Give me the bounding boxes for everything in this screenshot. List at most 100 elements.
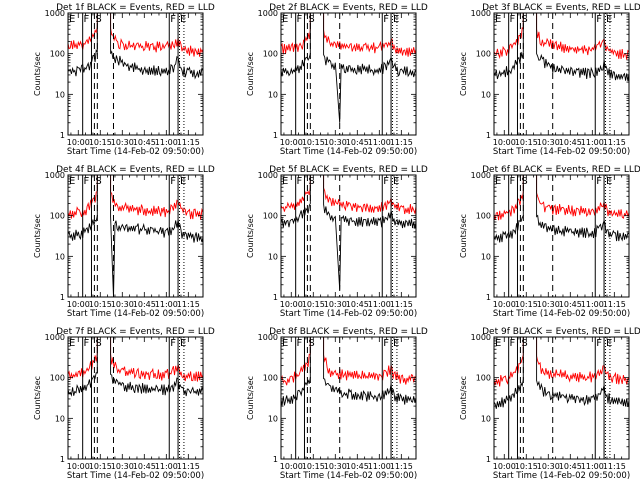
x-tick-label: 11:15 [390, 138, 413, 147]
y-tick-label: 1000 [258, 333, 278, 342]
x-tick-label: 10:30 [324, 300, 347, 309]
axes-frame [280, 336, 417, 460]
x-tick-label: 11:00 [581, 462, 604, 471]
annotation-label: E [180, 14, 186, 25]
annotation-label: F [170, 14, 176, 25]
annotation-label: F [383, 14, 389, 25]
y-tick-label: 100 [263, 50, 278, 59]
x-axis-label: Start Time (14-Feb-02 09:50:00) [67, 471, 204, 480]
x-tick-label: 10:00 [493, 462, 516, 471]
annotation-label: E [69, 176, 75, 187]
y-tick-label: 1 [486, 455, 491, 464]
x-tick-label: 10:45 [559, 300, 582, 309]
lld-series-line [536, 13, 629, 60]
y-tick-label: 1 [273, 293, 278, 302]
annotation-label: E [282, 14, 288, 25]
x-tick-label: 10:45 [346, 138, 369, 147]
lld-series-line [110, 13, 203, 57]
x-axis-label: Start Time (14-Feb-02 09:50:00) [280, 309, 417, 319]
x-tick-label: 10:30 [111, 300, 134, 309]
y-axis-label: Counts/sec [459, 214, 468, 258]
x-tick-label: 10:00 [280, 300, 303, 309]
annotation-label: E [606, 14, 612, 25]
annotation-label: E [282, 338, 288, 349]
plot-area [494, 175, 629, 243]
y-tick-label: 1 [60, 293, 65, 302]
chart-title: Det 2f BLACK = Events, RED = LLD [269, 3, 428, 13]
x-tick-label: 10:45 [559, 138, 582, 147]
x-axis-label: Start Time (14-Feb-02 09:50:00) [493, 471, 630, 480]
annotation-label: F [383, 338, 389, 349]
x-tick-label: 10:30 [111, 138, 134, 147]
annotation-label: F [596, 176, 602, 187]
x-tick-label: 11:15 [603, 138, 626, 147]
lld-series-line [110, 337, 203, 382]
annotation-label: F [383, 176, 389, 187]
y-tick-label: 1000 [45, 333, 65, 342]
lld-series-line [536, 175, 629, 219]
y-tick-label: 10 [481, 414, 491, 423]
chart-title: Det 9f BLACK = Events, RED = LLD [482, 327, 640, 337]
axes-frame [493, 12, 630, 136]
x-tick-label: 10:15 [302, 462, 325, 471]
annotation-label: S [95, 14, 101, 25]
x-tick-label: 10:15 [302, 138, 325, 147]
chart-title: Det 4f BLACK = Events, RED = LLD [56, 165, 215, 175]
plot-area [281, 13, 416, 123]
lld-series-line [281, 175, 311, 212]
events-series-line [536, 175, 629, 242]
annotation-label: E [393, 14, 399, 25]
chart-title: Det 8f BLACK = Events, RED = LLD [269, 327, 428, 337]
x-tick-label: 10:00 [67, 462, 90, 471]
y-axis-label: Counts/sec [246, 376, 255, 420]
chart-title: Det 1f BLACK = Events, RED = LLD [56, 3, 215, 13]
lld-series-line [68, 13, 98, 50]
x-tick-label: 11:00 [368, 300, 391, 309]
annotation-label: S [95, 338, 101, 349]
y-axis-label: Counts/sec [459, 52, 468, 96]
plot-area [68, 13, 203, 80]
y-tick-label: 100 [263, 374, 278, 383]
y-axis-label: Counts/sec [246, 52, 255, 96]
annotation-label: F [83, 176, 89, 187]
lld-series-line [68, 337, 98, 380]
annotation-label: F [83, 14, 89, 25]
lld-series-line [323, 175, 416, 215]
y-axis-label: Counts/sec [459, 376, 468, 420]
annotation-label: E [180, 338, 186, 349]
annotation-label: E [69, 338, 75, 349]
annotation-label: S [521, 176, 527, 187]
annotation-label: F [296, 14, 302, 25]
events-series-line [536, 13, 629, 82]
x-tick-label: 10:45 [346, 300, 369, 309]
annotation-label: S [308, 338, 314, 349]
y-tick-label: 1000 [258, 9, 278, 18]
plot-area [68, 337, 203, 397]
y-tick-label: 1 [486, 131, 491, 140]
x-tick-label: 10:45 [559, 462, 582, 471]
x-tick-label: 11:15 [177, 462, 200, 471]
annotation-label: E [495, 176, 501, 187]
plot-area [494, 337, 629, 409]
annotation-label: E [180, 176, 186, 187]
annotation-label: F [509, 338, 515, 349]
y-tick-label: 1000 [471, 9, 491, 18]
plot-area [281, 337, 416, 406]
lld-series-line [323, 337, 416, 385]
chart-title: Det 7f BLACK = Events, RED = LLD [56, 327, 215, 337]
y-axis-label: Counts/sec [33, 214, 42, 258]
annotation-label: S [308, 14, 314, 25]
events-series-line [110, 337, 203, 397]
plot-area [68, 175, 203, 297]
events-series-line [323, 175, 416, 290]
y-tick-label: 10 [55, 90, 65, 99]
y-tick-label: 1000 [45, 171, 65, 180]
y-tick-label: 10 [55, 252, 65, 261]
annotation-label: F [596, 14, 602, 25]
annotation-label: E [282, 176, 288, 187]
events-series-line [494, 13, 524, 80]
